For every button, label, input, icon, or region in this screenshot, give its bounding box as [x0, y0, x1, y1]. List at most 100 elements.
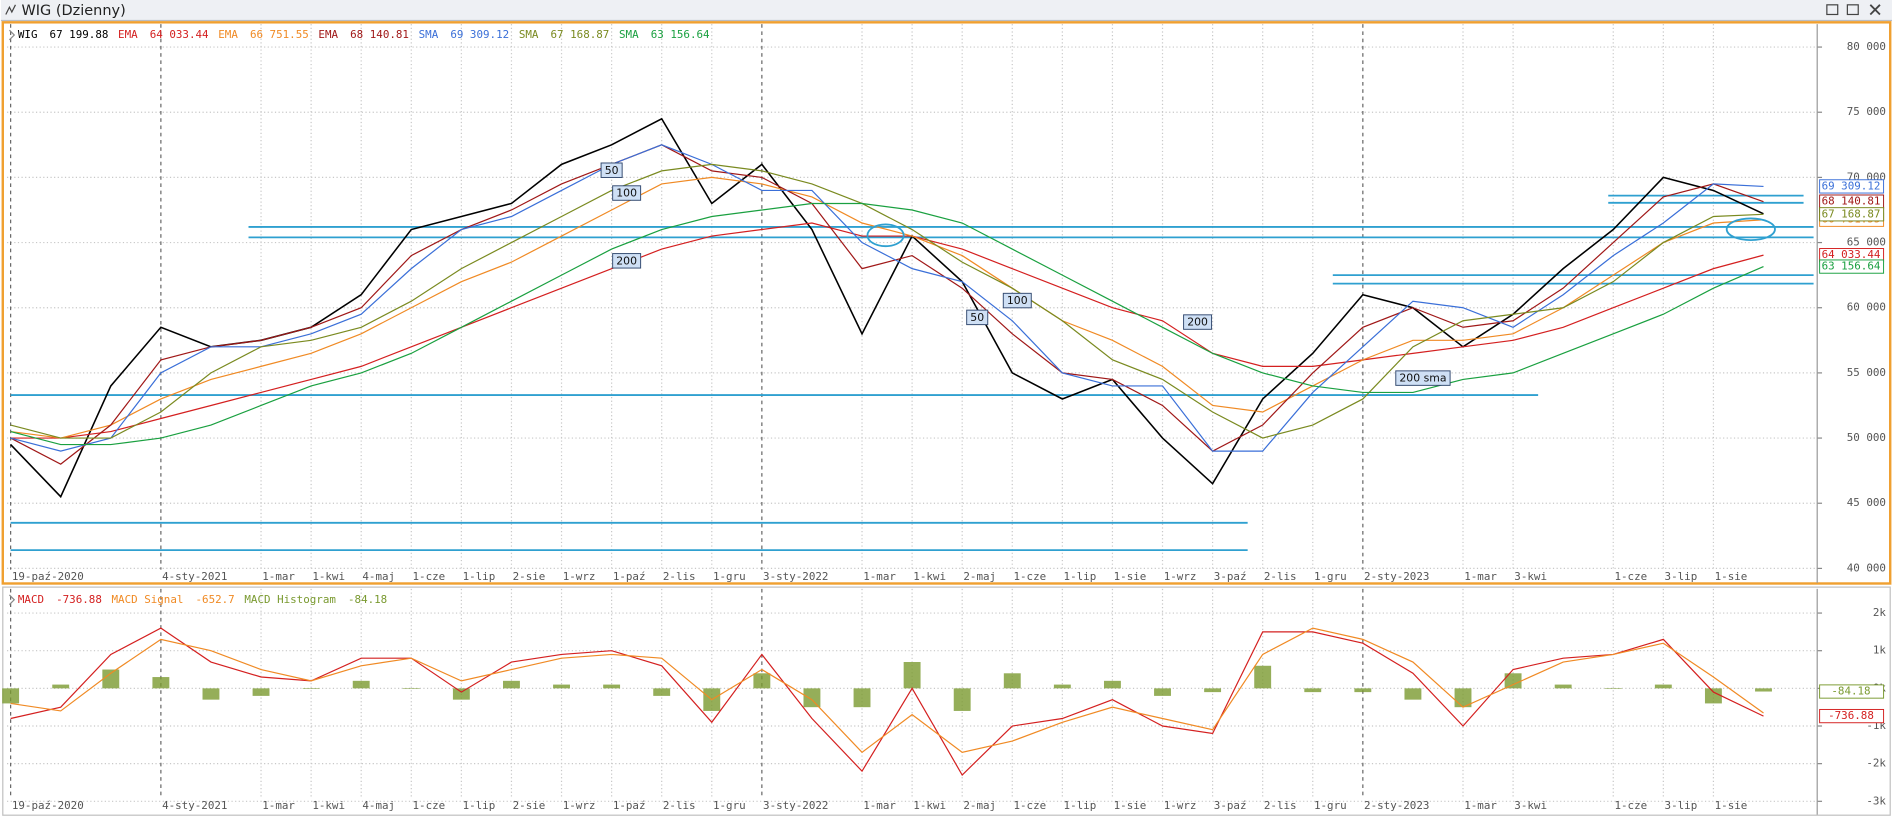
- series-line: [10, 222, 1764, 439]
- minimize-button[interactable]: [1826, 4, 1839, 16]
- legend-name: MACD: [18, 593, 44, 606]
- x-tick-label: 3-lip: [1665, 799, 1698, 812]
- histogram-bar: [1604, 688, 1622, 689]
- x-tick-label: 19-paź-2020: [12, 570, 84, 583]
- annotation-box: [1395, 370, 1451, 386]
- annotation-text: 50: [605, 164, 619, 177]
- histogram-bar: [202, 688, 220, 700]
- x-tick-label: 1-cze: [1013, 570, 1046, 583]
- value-box-label: 67 168.87: [1822, 207, 1881, 220]
- series-line: [10, 176, 1764, 439]
- value-box-label: 64 033.44: [1822, 248, 1881, 261]
- pane-icon: [8, 29, 16, 41]
- histogram-bar: [1254, 665, 1272, 689]
- annotation-text: 200: [616, 254, 637, 267]
- legend-value: 68 140.81: [350, 28, 409, 41]
- x-tick-label: 4-sty-2021: [162, 570, 227, 583]
- x-tick-label: 2-sie: [513, 570, 546, 583]
- x-tick-label: 1-kwi: [312, 799, 345, 812]
- histogram-bar: [953, 688, 971, 711]
- x-tick-label: 1-lip: [1064, 570, 1097, 583]
- y-tick-label: 2k: [1873, 606, 1887, 619]
- histogram-bar: [102, 669, 120, 689]
- restore-button[interactable]: [1846, 4, 1859, 16]
- histogram-bar: [553, 684, 570, 689]
- pane-icon: [8, 594, 16, 606]
- title-bar: [0, 0, 1893, 21]
- close-button[interactable]: [1869, 4, 1881, 16]
- window-title: WIG (Dzienny): [21, 3, 125, 19]
- x-tick-label: 2-maj: [963, 799, 996, 812]
- x-tick-label: 1-sie: [1114, 570, 1147, 583]
- y-tick-label: 65 000: [1847, 236, 1886, 249]
- value-box: [1819, 708, 1885, 724]
- x-tick-label: 1-sie: [1114, 799, 1147, 812]
- histogram-bar: [1404, 688, 1422, 700]
- value-box-label: 63 156.64: [1822, 260, 1881, 273]
- x-tick-label: 1-wrz: [1164, 799, 1197, 812]
- legend-value: 67 168.87: [551, 28, 610, 41]
- x-tick-label: 2-lis: [663, 570, 696, 583]
- annotation-text: 50: [970, 311, 984, 324]
- window-icon: [5, 4, 16, 15]
- x-tick-label: 1-mar: [262, 799, 295, 812]
- y-tick-label: 75 000: [1847, 105, 1886, 118]
- histogram-bar: [302, 688, 320, 689]
- x-tick-label: 4-maj: [362, 799, 395, 812]
- legend-name: MACD Histogram: [244, 593, 336, 606]
- series-line: [10, 144, 1764, 465]
- x-tick-label: 1-kwi: [312, 570, 345, 583]
- x-tick-label: 3-paź: [1214, 799, 1247, 812]
- histogram-bar: [1304, 688, 1322, 693]
- x-tick-label: 1-cze: [412, 570, 445, 583]
- y-tick-label: 60 000: [1847, 301, 1886, 314]
- histogram-bar: [1755, 688, 1772, 692]
- histogram-bar: [1354, 688, 1372, 693]
- value-box: [1819, 684, 1885, 699]
- x-tick-label: 3-sty-2022: [763, 570, 828, 583]
- annotation-text: 200 sma: [1399, 372, 1446, 385]
- series-line: [10, 163, 1764, 439]
- x-tick-label: 3-sty-2022: [763, 799, 828, 812]
- highlight-ellipse: [1725, 217, 1776, 242]
- x-tick-label: 3-kwi: [1514, 799, 1547, 812]
- histogram-bar: [1103, 680, 1121, 689]
- x-tick-label: 1-mar: [863, 570, 896, 583]
- legend-name: EMA: [218, 28, 238, 41]
- x-tick-label: 2-sty-2023: [1364, 570, 1429, 583]
- x-tick-label: 4-maj: [362, 570, 395, 583]
- x-tick-label: 1-lip: [463, 799, 496, 812]
- y-tick-label: 50 000: [1847, 431, 1886, 444]
- value-box: [1819, 207, 1885, 222]
- x-tick-label: 1-kwi: [913, 799, 946, 812]
- y-tick-label: -3k: [1866, 794, 1886, 807]
- x-tick-label: 2-lis: [1264, 570, 1297, 583]
- histogram-bar: [402, 688, 420, 689]
- legend-name: EMA: [118, 28, 138, 41]
- x-tick-label: 1-gru: [1314, 570, 1347, 583]
- annotation-box: [1183, 314, 1213, 330]
- histogram-bar: [853, 688, 871, 708]
- x-tick-label: 1-mar: [1464, 570, 1497, 583]
- x-tick-label: 1-lip: [463, 570, 496, 583]
- x-tick-label: 1-lip: [1064, 799, 1097, 812]
- histogram-bar: [452, 688, 470, 700]
- x-tick-label: 1-sie: [1715, 570, 1748, 583]
- legend-value: -736.88: [56, 593, 102, 606]
- legend-value: -652.7: [196, 593, 235, 606]
- legend-value: -84.18: [348, 593, 387, 606]
- legend-name: EMA: [318, 28, 338, 41]
- histogram-bar: [903, 661, 921, 689]
- x-tick-label: 2-lis: [663, 799, 696, 812]
- histogram-bar: [1204, 688, 1222, 693]
- x-tick-label: 1-gru: [713, 570, 746, 583]
- window-buttons[interactable]: [1826, 4, 1881, 16]
- annotation-text: 100: [1007, 294, 1028, 307]
- y-tick-label: 45 000: [1847, 496, 1886, 509]
- annotation-box: [612, 253, 642, 269]
- series-line: [10, 627, 1764, 776]
- x-tick-label: 2-sty-2023: [1364, 799, 1429, 812]
